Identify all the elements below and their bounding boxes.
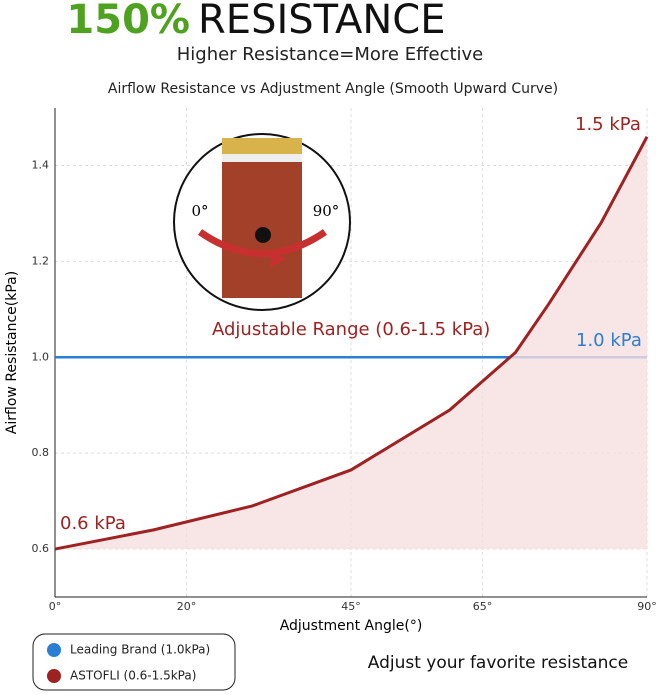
- subtitle: Higher Resistance=More Effective: [177, 44, 484, 65]
- headline: RESISTANCE: [198, 0, 445, 43]
- inset-label: 0°: [191, 202, 208, 220]
- chart-title: Airflow Resistance vs Adjustment Angle (…: [108, 81, 558, 97]
- annotation: Adjustable Range (0.6-1.5 kPa): [212, 319, 490, 340]
- inset-illustration: 0° 90°: [173, 133, 351, 311]
- y-tick-label: 0.6: [32, 542, 50, 555]
- annotation: 1.0 kPa: [576, 330, 642, 351]
- area: [55, 136, 647, 550]
- annotation: 1.5 kPa: [575, 114, 641, 135]
- y-tick-label: 0.8: [32, 446, 50, 459]
- legend-swatch: [47, 643, 61, 657]
- line: [54, 136, 649, 551]
- inset-label: 90°: [313, 202, 340, 220]
- x-axis-label: Adjustment Angle(°): [280, 618, 423, 634]
- legend: Leading Brand (1.0kPa) ASTOFLI (0.6-1.5kP…: [32, 633, 236, 691]
- x-tick-label: 65°: [473, 600, 493, 613]
- x-tick-label: 45°: [341, 600, 361, 613]
- y-tick-label: 1.2: [32, 254, 50, 267]
- headline-accent: 150%: [66, 0, 190, 43]
- legend-box: [32, 633, 236, 691]
- plot: 0.6 0.8 1.0 1.2 1.4 0° 20° 45° 65° 90° Adjustment …: [4, 108, 657, 634]
- y-tick-label: 1.4: [32, 159, 50, 172]
- legend-label: ASTOFLI (0.6-1.5kPa): [70, 669, 196, 683]
- x-tick-label: 0°: [49, 600, 62, 613]
- legend-swatch: [47, 669, 61, 683]
- y-axis-label: Airflow Resistance(kPa): [4, 271, 20, 434]
- annotation: 0.6 kPa: [60, 513, 126, 534]
- x-tick-label: 20°: [177, 600, 197, 613]
- y-tick-label: 1.0: [32, 350, 50, 363]
- x-tick-label: 90°: [637, 600, 657, 613]
- footer: Adjust your favorite resistance: [368, 653, 628, 673]
- legend-label: Leading Brand (1.0kPa): [70, 643, 210, 657]
